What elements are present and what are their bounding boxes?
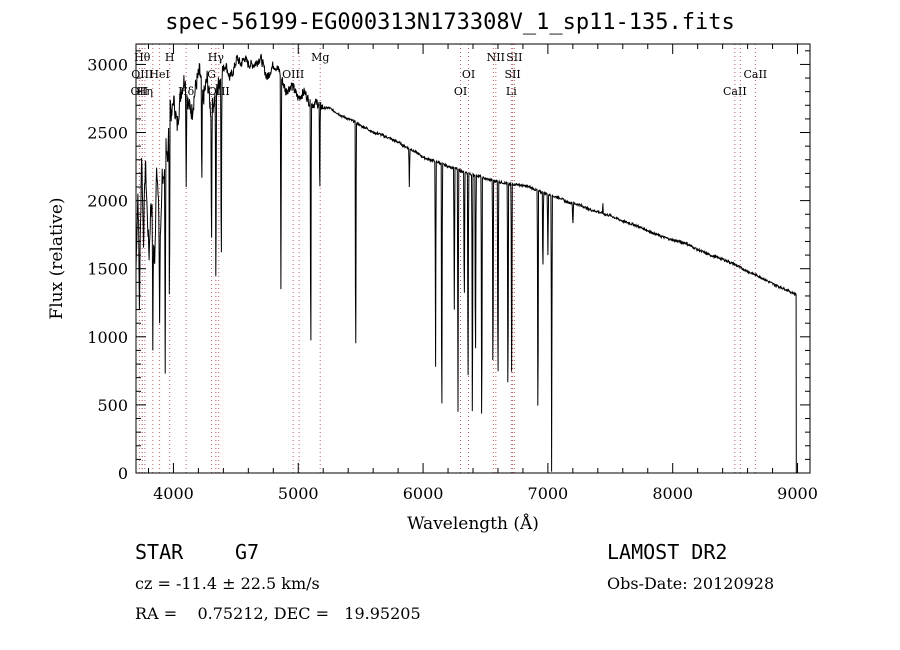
y-tick-label: 2500 <box>87 124 128 143</box>
line-marker-label: Mg <box>311 51 329 64</box>
line-marker-label: OIII <box>208 85 230 98</box>
line-marker-label: Hθ <box>134 51 151 64</box>
y-axis-label: Flux (relative) <box>47 197 67 319</box>
y-tick-label: 1500 <box>87 260 128 279</box>
y-tick-label: 500 <box>97 396 128 415</box>
line-marker-label: Hη <box>137 85 153 98</box>
line-marker-label: SII <box>506 51 522 64</box>
spectral-subclass: G7 <box>235 540 260 564</box>
x-axis: 4000 5000 6000 7000 8000 9000 <box>147 44 818 503</box>
line-marker-label: HeI <box>149 68 169 81</box>
line-marker-label: G <box>207 68 216 81</box>
line-marker-label-group: OIIHθOIIIHηHeIHHδGHγOIIIOIIIMgOIOINIILiS… <box>131 51 768 98</box>
chart-title: spec-56199-EG000313N173308V_1_sp11-135.f… <box>165 10 735 35</box>
y-tick-label: 3000 <box>87 55 128 74</box>
sky-coordinates: RA = 0.75212, DEC = 19.95205 <box>135 604 421 623</box>
line-marker-label: SII <box>504 68 520 81</box>
x-tick-label: 8000 <box>652 484 693 503</box>
y-axis: 0 500 1000 1500 2000 2500 3000 <box>87 50 810 483</box>
x-tick-label: 5000 <box>278 484 319 503</box>
x-tick-label: 4000 <box>153 484 194 503</box>
line-marker-label: Hγ <box>208 51 225 64</box>
x-tick-label: 9000 <box>777 484 818 503</box>
line-marker-label: CaII <box>743 68 767 81</box>
redshift-velocity: cz = -11.4 ± 22.5 km/s <box>135 574 320 593</box>
line-marker-label: Li <box>506 85 517 98</box>
line-marker-label: OIII <box>282 68 304 81</box>
x-tick-label: 6000 <box>403 484 444 503</box>
line-marker-group <box>138 44 756 473</box>
x-tick-label: 7000 <box>528 484 569 503</box>
line-marker-label: H <box>165 51 175 64</box>
object-class: STAR <box>135 540 184 564</box>
line-marker-label: NII <box>487 51 505 64</box>
y-tick-label: 1000 <box>87 328 128 347</box>
y-tick-label: 2000 <box>87 192 128 211</box>
line-marker-label: OI <box>454 85 467 98</box>
line-marker-label: OI <box>462 68 475 81</box>
survey-name: LAMOST DR2 <box>607 540 728 564</box>
line-marker-label: CaII <box>723 85 747 98</box>
y-tick-label: 0 <box>118 464 128 483</box>
observation-date: Obs-Date: 20120928 <box>607 574 775 593</box>
x-axis-label: Wavelength (Å) <box>407 513 539 534</box>
spectrum-line <box>135 53 797 474</box>
